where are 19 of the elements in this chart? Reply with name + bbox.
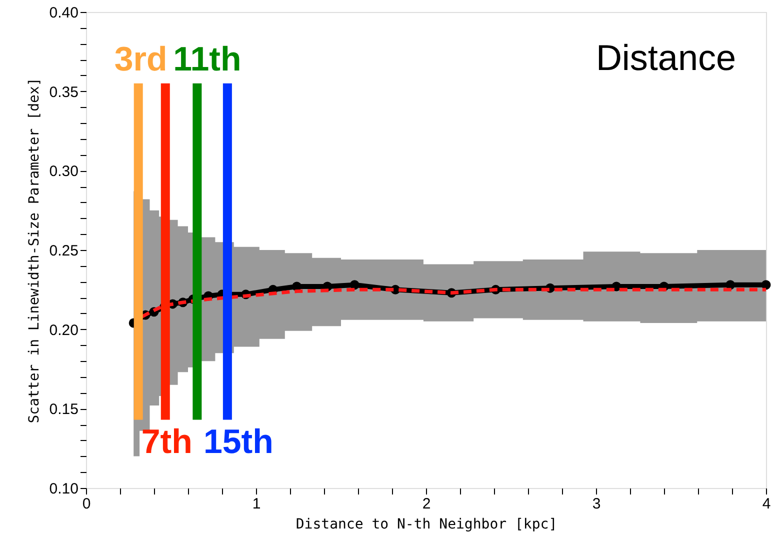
x-axis-title: Distance to N-th Neighbor [kpc] (296, 516, 558, 532)
x-tick-label: 4 (762, 496, 771, 512)
x-tick-label: 0 (82, 496, 91, 512)
x-tick-label: 2 (422, 496, 431, 512)
x-tick-label: 3 (592, 496, 601, 512)
y-tick-label: 0.25 (49, 242, 78, 260)
y-axis-title: Scatter in Linewidth-Size Parameter [dex] (26, 78, 42, 424)
series-label: 3rd (114, 40, 168, 78)
y-tick-label: 0.40 (49, 4, 78, 22)
y-tick-label: 0.15 (49, 401, 78, 418)
series-label: 15th (203, 422, 274, 461)
y-tick-label: 0.20 (49, 322, 78, 339)
annotation: Distance (596, 37, 736, 78)
series-label: 11th (173, 40, 242, 78)
y-tick-label: 0.30 (49, 163, 78, 180)
y-tick-label: 0.10 (49, 480, 78, 498)
x-tick-label: 1 (252, 496, 261, 512)
series-label: 7th (141, 422, 192, 461)
y-tick-label: 0.35 (49, 84, 78, 101)
